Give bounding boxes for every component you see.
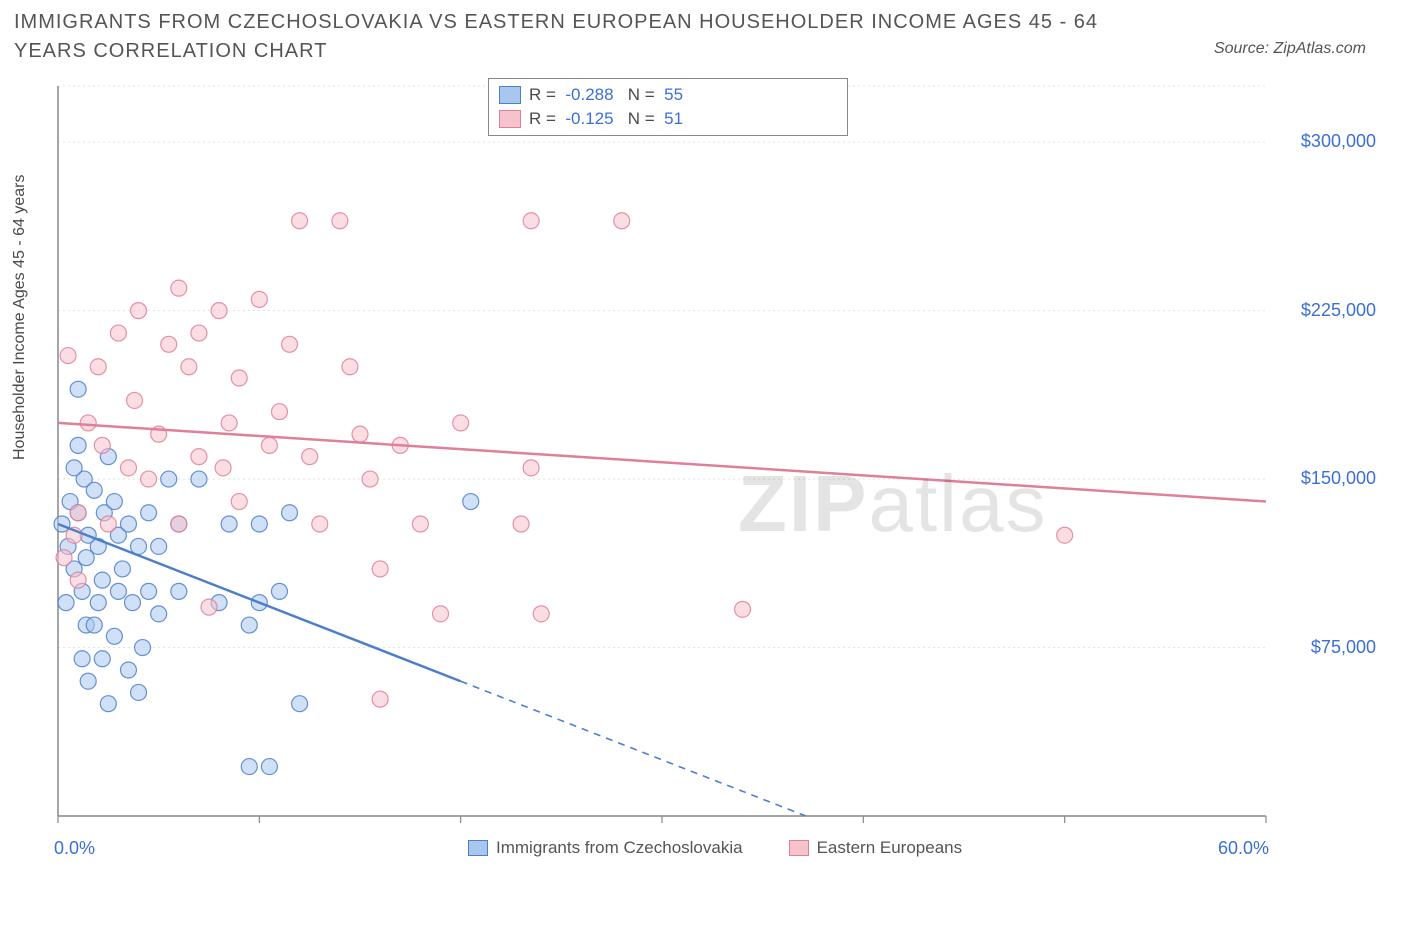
legend-label: Immigrants from Czechoslovakia <box>496 838 743 858</box>
y-tick-label: $75,000 <box>1311 637 1376 658</box>
chart-container: IMMIGRANTS FROM CZECHOSLOVAKIA VS EASTER… <box>0 0 1406 930</box>
source-label: Source: ZipAtlas.com <box>1214 40 1366 58</box>
legend-stat: R = -0.288 N = 55 <box>529 85 683 105</box>
chart-svg <box>48 78 1376 868</box>
x-tick-label: 0.0% <box>54 838 95 859</box>
legend-swatch <box>499 86 521 104</box>
y-tick-label: $225,000 <box>1301 300 1376 321</box>
series-legend: Immigrants from Czechoslovakia Eastern Eu… <box>468 838 962 858</box>
y-tick-label: $150,000 <box>1301 468 1376 489</box>
legend-label: Eastern Europeans <box>817 838 963 858</box>
legend-swatch <box>468 840 488 856</box>
chart-title: IMMIGRANTS FROM CZECHOSLOVAKIA VS EASTER… <box>14 8 1126 66</box>
legend-swatch <box>789 840 809 856</box>
plot-area: $75,000 $150,000 $225,000 $300,000 0.0% 60.0%… <box>48 78 1376 868</box>
stats-legend: R = -0.288 N = 55 R = -0.125 N = 51 <box>488 78 848 136</box>
legend-swatch <box>499 110 521 128</box>
x-tick-label: 60.0% <box>1218 838 1269 859</box>
y-axis-label: Householder Income Ages 45 - 64 years <box>11 175 29 461</box>
legend-stat: R = -0.125 N = 51 <box>529 109 683 129</box>
y-tick-label: $300,000 <box>1301 131 1376 152</box>
